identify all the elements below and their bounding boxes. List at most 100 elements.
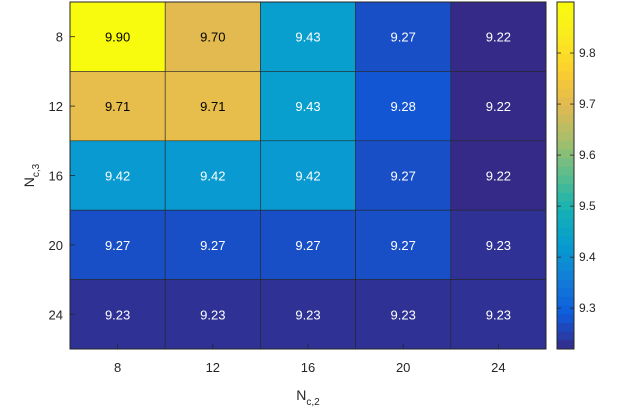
colorbar-band-37 <box>557 322 574 333</box>
y-axis-ticks: 8 12 16 20 24 <box>49 30 75 322</box>
colorbar-band-7 <box>557 62 574 72</box>
colorbar-band-14 <box>557 123 574 133</box>
colorbar-band-15 <box>557 132 574 142</box>
colorbar-band-25 <box>557 218 574 229</box>
x-tick-label-1: 12 <box>206 360 220 375</box>
heatmap-value-label-r4-c2: 9.23 <box>295 307 320 322</box>
heatmap-value-labels: 9.90 9.70 9.43 9.27 9.22 9.71 9.71 9.43 9.28 9.22… <box>105 30 511 323</box>
heatmap-value-label-r2-c0: 9.42 <box>105 169 130 184</box>
heatmap-cell-r4-c1 <box>164 279 261 350</box>
heatmap-cell-r4-c4 <box>450 279 547 350</box>
heatmap-value-label-r3-c1: 9.27 <box>200 238 225 253</box>
y-tick-label-4: 24 <box>49 307 63 322</box>
colorbar-band-2 <box>557 19 574 29</box>
y-tick-label-0: 8 <box>56 30 63 45</box>
heatmap-cell-r2-c1 <box>164 140 261 211</box>
heatmap-cell-r0-c3 <box>355 1 452 72</box>
y-axis-label-sub: c,3 <box>31 163 42 177</box>
heatmap-value-label-r3-c0: 9.27 <box>105 238 130 253</box>
heatmap-value-label-r0-c4: 9.22 <box>486 30 511 45</box>
heatmap-cell-r2-c4 <box>450 140 547 211</box>
colorbar-band-24 <box>557 210 574 220</box>
heatmap-cell-r3-c1 <box>164 209 261 280</box>
colorbar-band-32 <box>557 279 574 289</box>
colorbar-band-10 <box>557 88 574 98</box>
colorbar-band-31 <box>557 270 574 281</box>
y-axis-label: Nc,3 <box>21 163 42 187</box>
heatmap-value-label-r4-c4: 9.23 <box>486 307 511 322</box>
colorbar-tick-label-3: 9.6 <box>579 148 596 162</box>
y-tick-label-3: 20 <box>49 238 63 253</box>
colorbar-band-22 <box>557 192 574 203</box>
heatmap-value-label-r1-c1: 9.71 <box>200 99 225 114</box>
x-axis-ticks: 8 12 16 20 24 <box>114 344 506 375</box>
colorbar-band-38 <box>557 331 574 341</box>
colorbar-band-18 <box>557 158 574 168</box>
colorbar-band-35 <box>557 305 574 315</box>
x-axis-label: Nc,2 <box>296 387 320 408</box>
heatmap-value-label-r0-c1: 9.70 <box>200 30 225 45</box>
colorbar-band-33 <box>557 288 574 298</box>
colorbar-band-1 <box>557 10 574 20</box>
heatmap-cell-r3-c3 <box>355 209 452 280</box>
colorbar-band-20 <box>557 175 574 185</box>
colorbar-band-21 <box>557 184 574 194</box>
colorbar-band-27 <box>557 236 574 246</box>
colorbar-band-5 <box>557 45 574 55</box>
colorbar-band-36 <box>557 314 574 324</box>
colorbar-band-4 <box>557 36 574 46</box>
heatmap-cell-r1-c2 <box>260 71 356 142</box>
heatmap-value-label-r2-c1: 9.42 <box>200 169 225 184</box>
heatmap-value-label-r2-c2: 9.42 <box>295 169 320 184</box>
y-axis-label-main: N <box>21 177 37 187</box>
colorbar-band-16 <box>557 140 574 150</box>
heatmap-cell-r2-c2 <box>260 140 356 211</box>
colorbar-band-6 <box>557 54 574 64</box>
colorbar-band-0 <box>557 2 574 12</box>
colorbar-band-28 <box>557 244 574 255</box>
colorbar-band-34 <box>557 296 574 307</box>
heatmap-value-label-r1-c4: 9.22 <box>486 99 511 114</box>
heatmap-value-label-r2-c3: 9.27 <box>391 169 416 184</box>
colorbar-ticks: 9.3 9.4 9.5 9.6 9.7 9.8 <box>557 46 596 315</box>
heatmap-cells <box>69 1 547 350</box>
heatmap-value-label-r1-c2: 9.43 <box>295 99 320 114</box>
x-tick-label-4: 24 <box>491 360 505 375</box>
x-tick-label-0: 8 <box>114 360 121 375</box>
heatmap-cell-r0-c0 <box>69 1 166 72</box>
colorbar-band-19 <box>557 166 574 176</box>
heatmap-cell-r3-c4 <box>450 209 547 280</box>
colorbar-band-12 <box>557 106 574 116</box>
heatmap-value-label-r4-c3: 9.23 <box>391 307 416 322</box>
heatmap-cell-r0-c4 <box>450 1 547 72</box>
x-axis-label-sub: c,2 <box>306 397 320 408</box>
heatmap-cell-r1-c0 <box>69 71 166 142</box>
y-tick-label-2: 16 <box>49 169 63 184</box>
colorbar-tick-label-5: 9.8 <box>579 46 596 60</box>
colorbar-band-11 <box>557 97 574 107</box>
heatmap-value-label-r3-c3: 9.27 <box>391 238 416 253</box>
heatmap-cell-r2-c3 <box>355 140 452 211</box>
colorbar-tick-label-2: 9.5 <box>579 199 596 213</box>
heatmap-value-label-r3-c4: 9.23 <box>486 238 511 253</box>
colorbar-tick-label-0: 9.3 <box>579 301 596 315</box>
heatmap-value-label-r1-c3: 9.28 <box>391 99 416 114</box>
colorbar-band-29 <box>557 253 574 263</box>
colorbar-band-23 <box>557 201 574 211</box>
heatmap-value-label-r4-c0: 9.23 <box>105 307 130 322</box>
colorbar-band-9 <box>557 80 574 90</box>
heatmap-cell-r4-c0 <box>69 279 166 350</box>
colorbar-tick-label-4: 9.7 <box>579 97 596 111</box>
colorbar-band-30 <box>557 262 574 272</box>
colorbar-frame <box>556 1 575 350</box>
colorbar-bands <box>557 2 574 350</box>
heatmap-value-label-r0-c0: 9.90 <box>105 30 130 45</box>
colorbar-band-17 <box>557 149 574 159</box>
heatmap-value-label-r4-c1: 9.23 <box>200 307 225 322</box>
colorbar-band-26 <box>557 227 574 237</box>
colorbar-band-8 <box>557 71 574 81</box>
heatmap-value-label-r0-c2: 9.43 <box>295 30 320 45</box>
x-tick-label-2: 16 <box>301 360 315 375</box>
heatmap-cell-r4-c2 <box>260 279 356 350</box>
